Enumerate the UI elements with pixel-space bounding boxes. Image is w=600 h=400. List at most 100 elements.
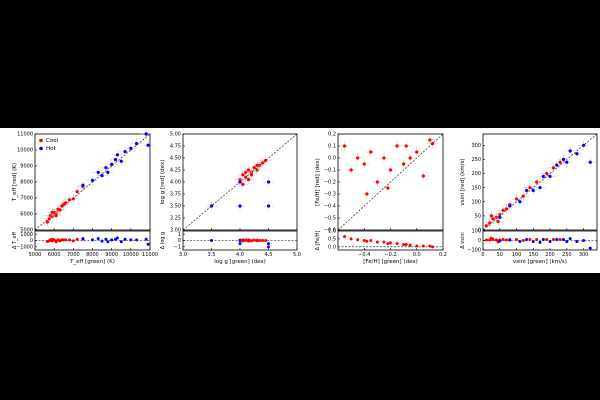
- data-point: [266, 204, 271, 208]
- residual-point: [267, 242, 270, 246]
- residual-point: [123, 237, 127, 241]
- data-point: [551, 166, 556, 170]
- residual-y-tick-label: 0.5: [328, 237, 336, 243]
- data-point: [246, 168, 251, 172]
- residual-point: [115, 236, 119, 240]
- x-axis-label: [Fe/H] [green] (dex): [363, 259, 418, 265]
- data-point: [575, 152, 579, 156]
- x-tick-label: 11000: [142, 252, 158, 258]
- x-axis-label: log g [green] (dex): [214, 259, 266, 265]
- residual-point: [518, 239, 522, 243]
- residual-point: [545, 238, 549, 242]
- data-point: [531, 188, 535, 193]
- data-point: [50, 210, 54, 214]
- data-point: [110, 162, 114, 166]
- data-point: [58, 208, 62, 212]
- residual-y-tick-label: 0: [178, 238, 181, 244]
- x-tick-label: 5000: [29, 252, 42, 258]
- data-point: [119, 159, 123, 163]
- y-tick-label: 11000: [17, 132, 33, 138]
- data-point: [146, 143, 150, 147]
- data-point: [402, 162, 406, 166]
- data-point: [134, 142, 139, 146]
- residual-point: [62, 238, 66, 242]
- y-axis-label: T_eff [red] (K): [12, 163, 18, 202]
- residual-point: [386, 242, 390, 246]
- y-tick-label: 3.00: [170, 228, 181, 234]
- residual-point: [538, 240, 542, 244]
- data-point: [81, 183, 85, 187]
- residual-point: [431, 245, 434, 249]
- x-tick-label: 6000: [48, 252, 61, 258]
- residual-point: [252, 238, 256, 242]
- data-point: [428, 138, 432, 142]
- data-point: [382, 156, 386, 160]
- data-point: [246, 178, 251, 182]
- data-point: [415, 150, 419, 154]
- y-tick-label: 0.2: [328, 132, 336, 138]
- data-point: [349, 168, 353, 172]
- residual-point: [106, 240, 110, 244]
- data-point: [238, 180, 242, 184]
- data-point: [541, 174, 545, 178]
- data-point: [558, 160, 562, 164]
- data-point: [581, 143, 586, 147]
- data-point: [100, 174, 104, 178]
- residual-point: [568, 237, 572, 241]
- residual-point: [525, 238, 529, 242]
- identity-line: [337, 133, 444, 231]
- residual-point: [135, 238, 139, 242]
- x-tick-label: 8000: [86, 252, 99, 258]
- residual-point: [565, 239, 569, 243]
- residual-point: [408, 243, 412, 247]
- y-tick-label: 5.00: [170, 132, 181, 138]
- y-tick-label: −0.4: [324, 204, 336, 210]
- y-axis-label: [Fe/H] [red] (dex): [315, 158, 321, 206]
- y-tick-label: 4.75: [170, 144, 181, 150]
- data-point: [545, 171, 549, 176]
- residual-point: [528, 238, 532, 242]
- y-tick-label: 6000: [20, 212, 33, 218]
- data-point: [375, 180, 379, 184]
- residual-point: [100, 239, 104, 243]
- residual-point: [244, 238, 248, 242]
- data-point: [388, 168, 393, 172]
- x-tick-label: 10000: [123, 252, 139, 258]
- residual-point: [561, 238, 565, 242]
- y-tick-label: 100: [471, 199, 481, 205]
- data-point: [588, 160, 592, 164]
- y-tick-label: 4.25: [170, 168, 181, 174]
- residual-y-tick-label: 0: [478, 238, 481, 244]
- y-tick-label: 9000: [20, 164, 33, 170]
- data-point: [104, 166, 108, 170]
- residual-point: [119, 240, 123, 244]
- data-point: [369, 150, 373, 154]
- residual-point: [356, 238, 360, 242]
- residual-point: [238, 239, 242, 242]
- residual-point: [68, 238, 71, 242]
- residual-point: [241, 239, 245, 243]
- data-point: [362, 162, 366, 166]
- data-point: [115, 153, 120, 157]
- residual-point: [267, 245, 270, 249]
- x-axis-label: vsini [green] (km/s): [513, 259, 567, 265]
- residual-point: [238, 242, 242, 246]
- residual-point: [504, 238, 508, 242]
- data-point: [528, 186, 532, 190]
- data-point: [241, 182, 245, 186]
- residual-point: [395, 242, 399, 246]
- residual-y-tick-label: −1000: [16, 245, 33, 251]
- figure-panel: 5000 6000 7000 8000 9000 10000 11000 5000 6000 70…: [0, 128, 600, 273]
- x-tick-label: 300: [579, 252, 589, 258]
- residual-point: [258, 239, 262, 242]
- y-tick-label: 0: [478, 228, 481, 234]
- residual-point: [75, 237, 79, 241]
- data-point: [96, 170, 100, 174]
- data-point: [342, 144, 347, 148]
- data-point: [129, 146, 133, 150]
- y-tick-label: 3.25: [170, 216, 181, 222]
- residual-point: [349, 237, 353, 241]
- residual-y-tick-label: 100: [471, 229, 481, 235]
- x-tick-label: 9000: [105, 252, 118, 258]
- x-tick-label: −0.4: [358, 252, 370, 258]
